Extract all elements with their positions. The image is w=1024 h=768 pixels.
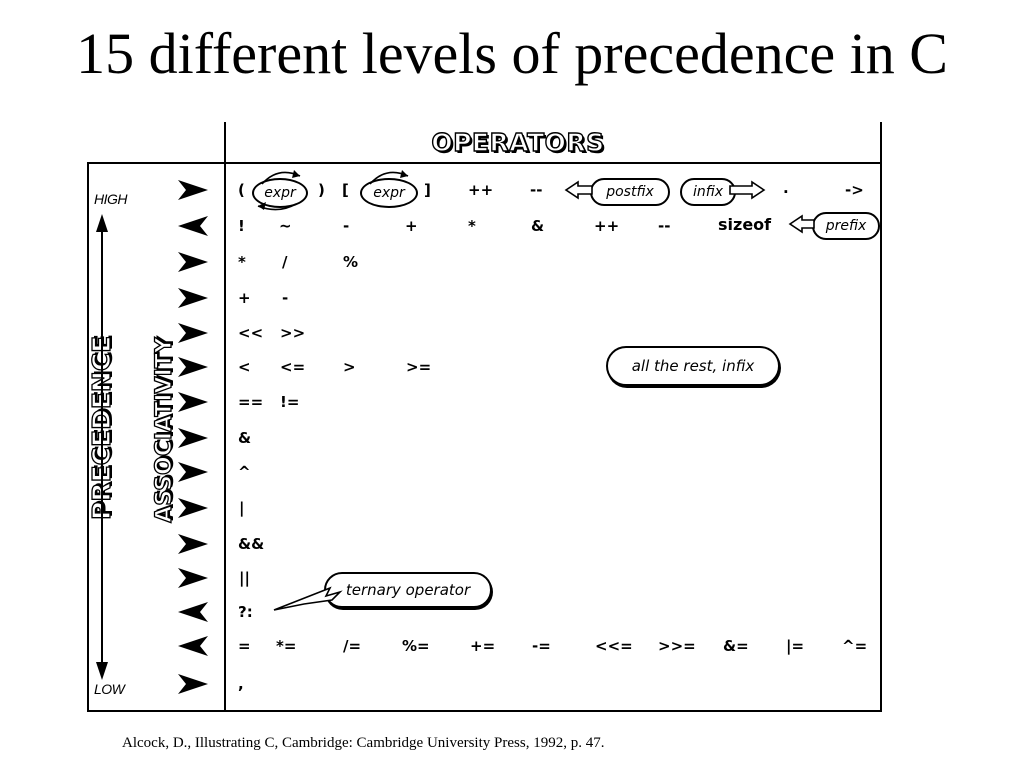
left-associativity-arrow-icon — [178, 602, 208, 622]
operator-logical-or: || — [239, 569, 250, 587]
rest-infix-note: all the rest, infix — [606, 346, 780, 386]
postfix-note: postfix — [590, 178, 670, 206]
figure-frame — [87, 162, 882, 712]
right-associativity-arrow-icon — [178, 462, 208, 482]
operator-sizeof: sizeof — [718, 215, 772, 234]
operator-unary-plus: + — [405, 217, 418, 235]
prefix-note: prefix — [812, 212, 880, 240]
operator-add: + — [238, 289, 251, 307]
divider-line — [880, 122, 882, 164]
left-associativity-arrow-icon — [178, 636, 208, 656]
operator-increment: ++ — [468, 181, 494, 199]
operator-bitwise-and: & — [238, 429, 252, 447]
high-label: HIGH — [94, 191, 128, 207]
infix-note: infix — [680, 178, 736, 206]
operator-member-dot: . — [783, 179, 789, 197]
operator-subtract-assign: -= — [532, 637, 551, 655]
operator-shift-right: >> — [280, 324, 306, 342]
expr-bubble: expr — [252, 178, 308, 208]
operator-and-assign: &= — [723, 637, 749, 655]
left-associativity-arrow-icon — [178, 216, 208, 236]
operator-bitwise-not: ~ — [279, 217, 292, 235]
precedence-heading: PRECEDENCE — [86, 335, 116, 521]
operator-divide: / — [282, 253, 288, 271]
operator-bracket-open: [ — [342, 181, 349, 199]
slide-title: 15 different levels of precedence in C — [76, 21, 948, 86]
ternary-note: ternary operator — [324, 572, 492, 608]
operator-shift-left-assign: <<= — [595, 637, 633, 655]
citation: Alcock, D., Illustrating C, Cambridge: C… — [122, 735, 605, 751]
operator-pre-increment: ++ — [594, 217, 620, 235]
right-associativity-arrow-icon — [178, 252, 208, 272]
operator-greater-equal: >= — [406, 358, 432, 376]
operator-bracket-close: ] — [424, 181, 431, 199]
operator-assign: = — [238, 637, 251, 655]
operator-subtract: - — [282, 289, 289, 307]
right-associativity-arrow-icon — [178, 323, 208, 343]
operator-greater-than: > — [343, 358, 356, 376]
operator-modulo-assign: %= — [402, 637, 430, 655]
right-associativity-arrow-icon — [178, 428, 208, 448]
operator-pre-decrement: -- — [658, 217, 671, 235]
operator-conditional: ?: — [238, 603, 253, 621]
right-associativity-arrow-icon — [178, 392, 208, 412]
right-associativity-arrow-icon — [178, 568, 208, 588]
right-associativity-arrow-icon — [178, 534, 208, 554]
operator-less-than: < — [238, 358, 251, 376]
operator-dereference: * — [468, 217, 476, 235]
operator-not: ! — [238, 217, 245, 235]
low-label: LOW — [94, 681, 125, 697]
operator-bitwise-or: | — [239, 499, 245, 517]
operators-heading: OPERATORS — [431, 127, 605, 157]
operator-not-equal: != — [280, 393, 300, 411]
operator-shift-right-assign: >>= — [658, 637, 696, 655]
operator-logical-and: && — [238, 535, 265, 553]
right-associativity-arrow-icon — [178, 180, 208, 200]
operator-unary-minus: - — [343, 217, 350, 235]
operator-divide-assign: /= — [343, 637, 362, 655]
operator-xor-assign: ^= — [842, 637, 868, 655]
operator-modulo: % — [343, 253, 359, 271]
divider-line — [224, 122, 226, 712]
right-associativity-arrow-icon — [178, 288, 208, 308]
operator-address-of: & — [531, 217, 545, 235]
operator-multiply-assign: *= — [276, 637, 297, 655]
operator-add-assign: += — [470, 637, 496, 655]
expr-bubble: expr — [360, 178, 418, 208]
operator-multiply: * — [238, 253, 246, 271]
operator-bitwise-xor: ^ — [238, 463, 251, 481]
right-associativity-arrow-icon — [178, 674, 208, 694]
right-associativity-arrow-icon — [178, 498, 208, 518]
operator-paren-close: ) — [318, 181, 325, 199]
operator-equal: == — [238, 393, 264, 411]
right-associativity-arrow-icon — [178, 357, 208, 377]
operator-shift-left: << — [238, 324, 264, 342]
operator-paren-open: ( — [238, 181, 245, 199]
operator-member-arrow: -> — [845, 181, 864, 199]
operator-comma: , — [238, 675, 244, 693]
operator-less-equal: <= — [280, 358, 306, 376]
operator-decrement: -- — [530, 181, 543, 199]
operator-or-assign: |= — [786, 637, 805, 655]
